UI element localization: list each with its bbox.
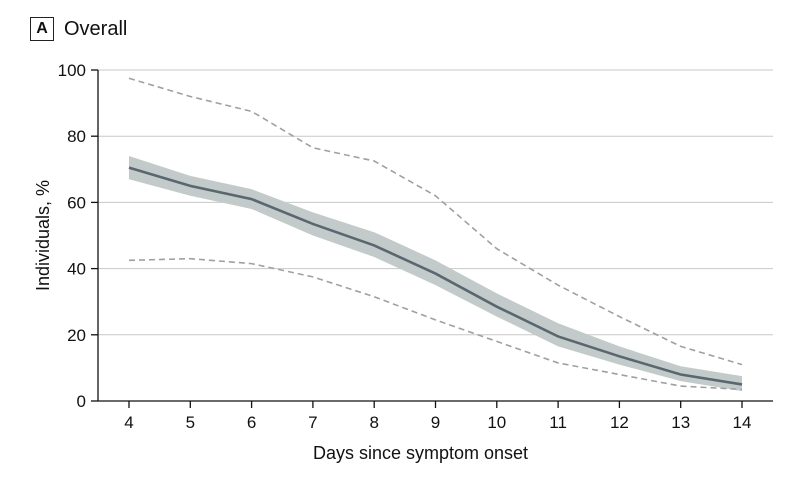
x-tick-label-5: 5: [186, 413, 195, 432]
x-tick-label-8: 8: [369, 413, 378, 432]
y-tick-label-20: 20: [67, 326, 86, 345]
grid: [98, 69, 773, 336]
y-tick-label-0: 0: [77, 392, 86, 411]
x-tick-label-7: 7: [308, 413, 317, 432]
x-tick-label-4: 4: [124, 413, 133, 432]
panel-badge: A: [30, 17, 54, 41]
series-line-range-upper: [128, 77, 743, 366]
x-tick-label-9: 9: [431, 413, 440, 432]
panel-header: A Overall: [30, 14, 127, 44]
y-tick-label-80: 80: [67, 127, 86, 146]
x-tick-label-13: 13: [671, 413, 690, 432]
panel-title: Overall: [64, 17, 128, 40]
y-axis-label: Individuals, %: [33, 180, 53, 291]
y-tick-label-40: 40: [67, 260, 86, 279]
x-tick-label-6: 6: [247, 413, 256, 432]
x-tick-label-11: 11: [549, 413, 567, 432]
axes: [97, 70, 773, 402]
series-lines: [128, 77, 743, 391]
y-tick-label-60: 60: [67, 193, 86, 212]
x-tick-label-10: 10: [487, 413, 506, 432]
x-axis-label: Days since symptom onset: [313, 443, 528, 463]
x-tick-label-12: 12: [610, 413, 629, 432]
series-line-range-lower: [128, 257, 743, 391]
x-tick-label-14: 14: [733, 413, 752, 432]
y-ticks: 0 20 40 60 80 100: [58, 61, 98, 411]
x-ticks: 4 5 6 7 8 9 10 11 12 13 14: [124, 401, 751, 432]
y-tick-label-100: 100: [58, 61, 86, 80]
series-line-estimate: [128, 166, 743, 386]
